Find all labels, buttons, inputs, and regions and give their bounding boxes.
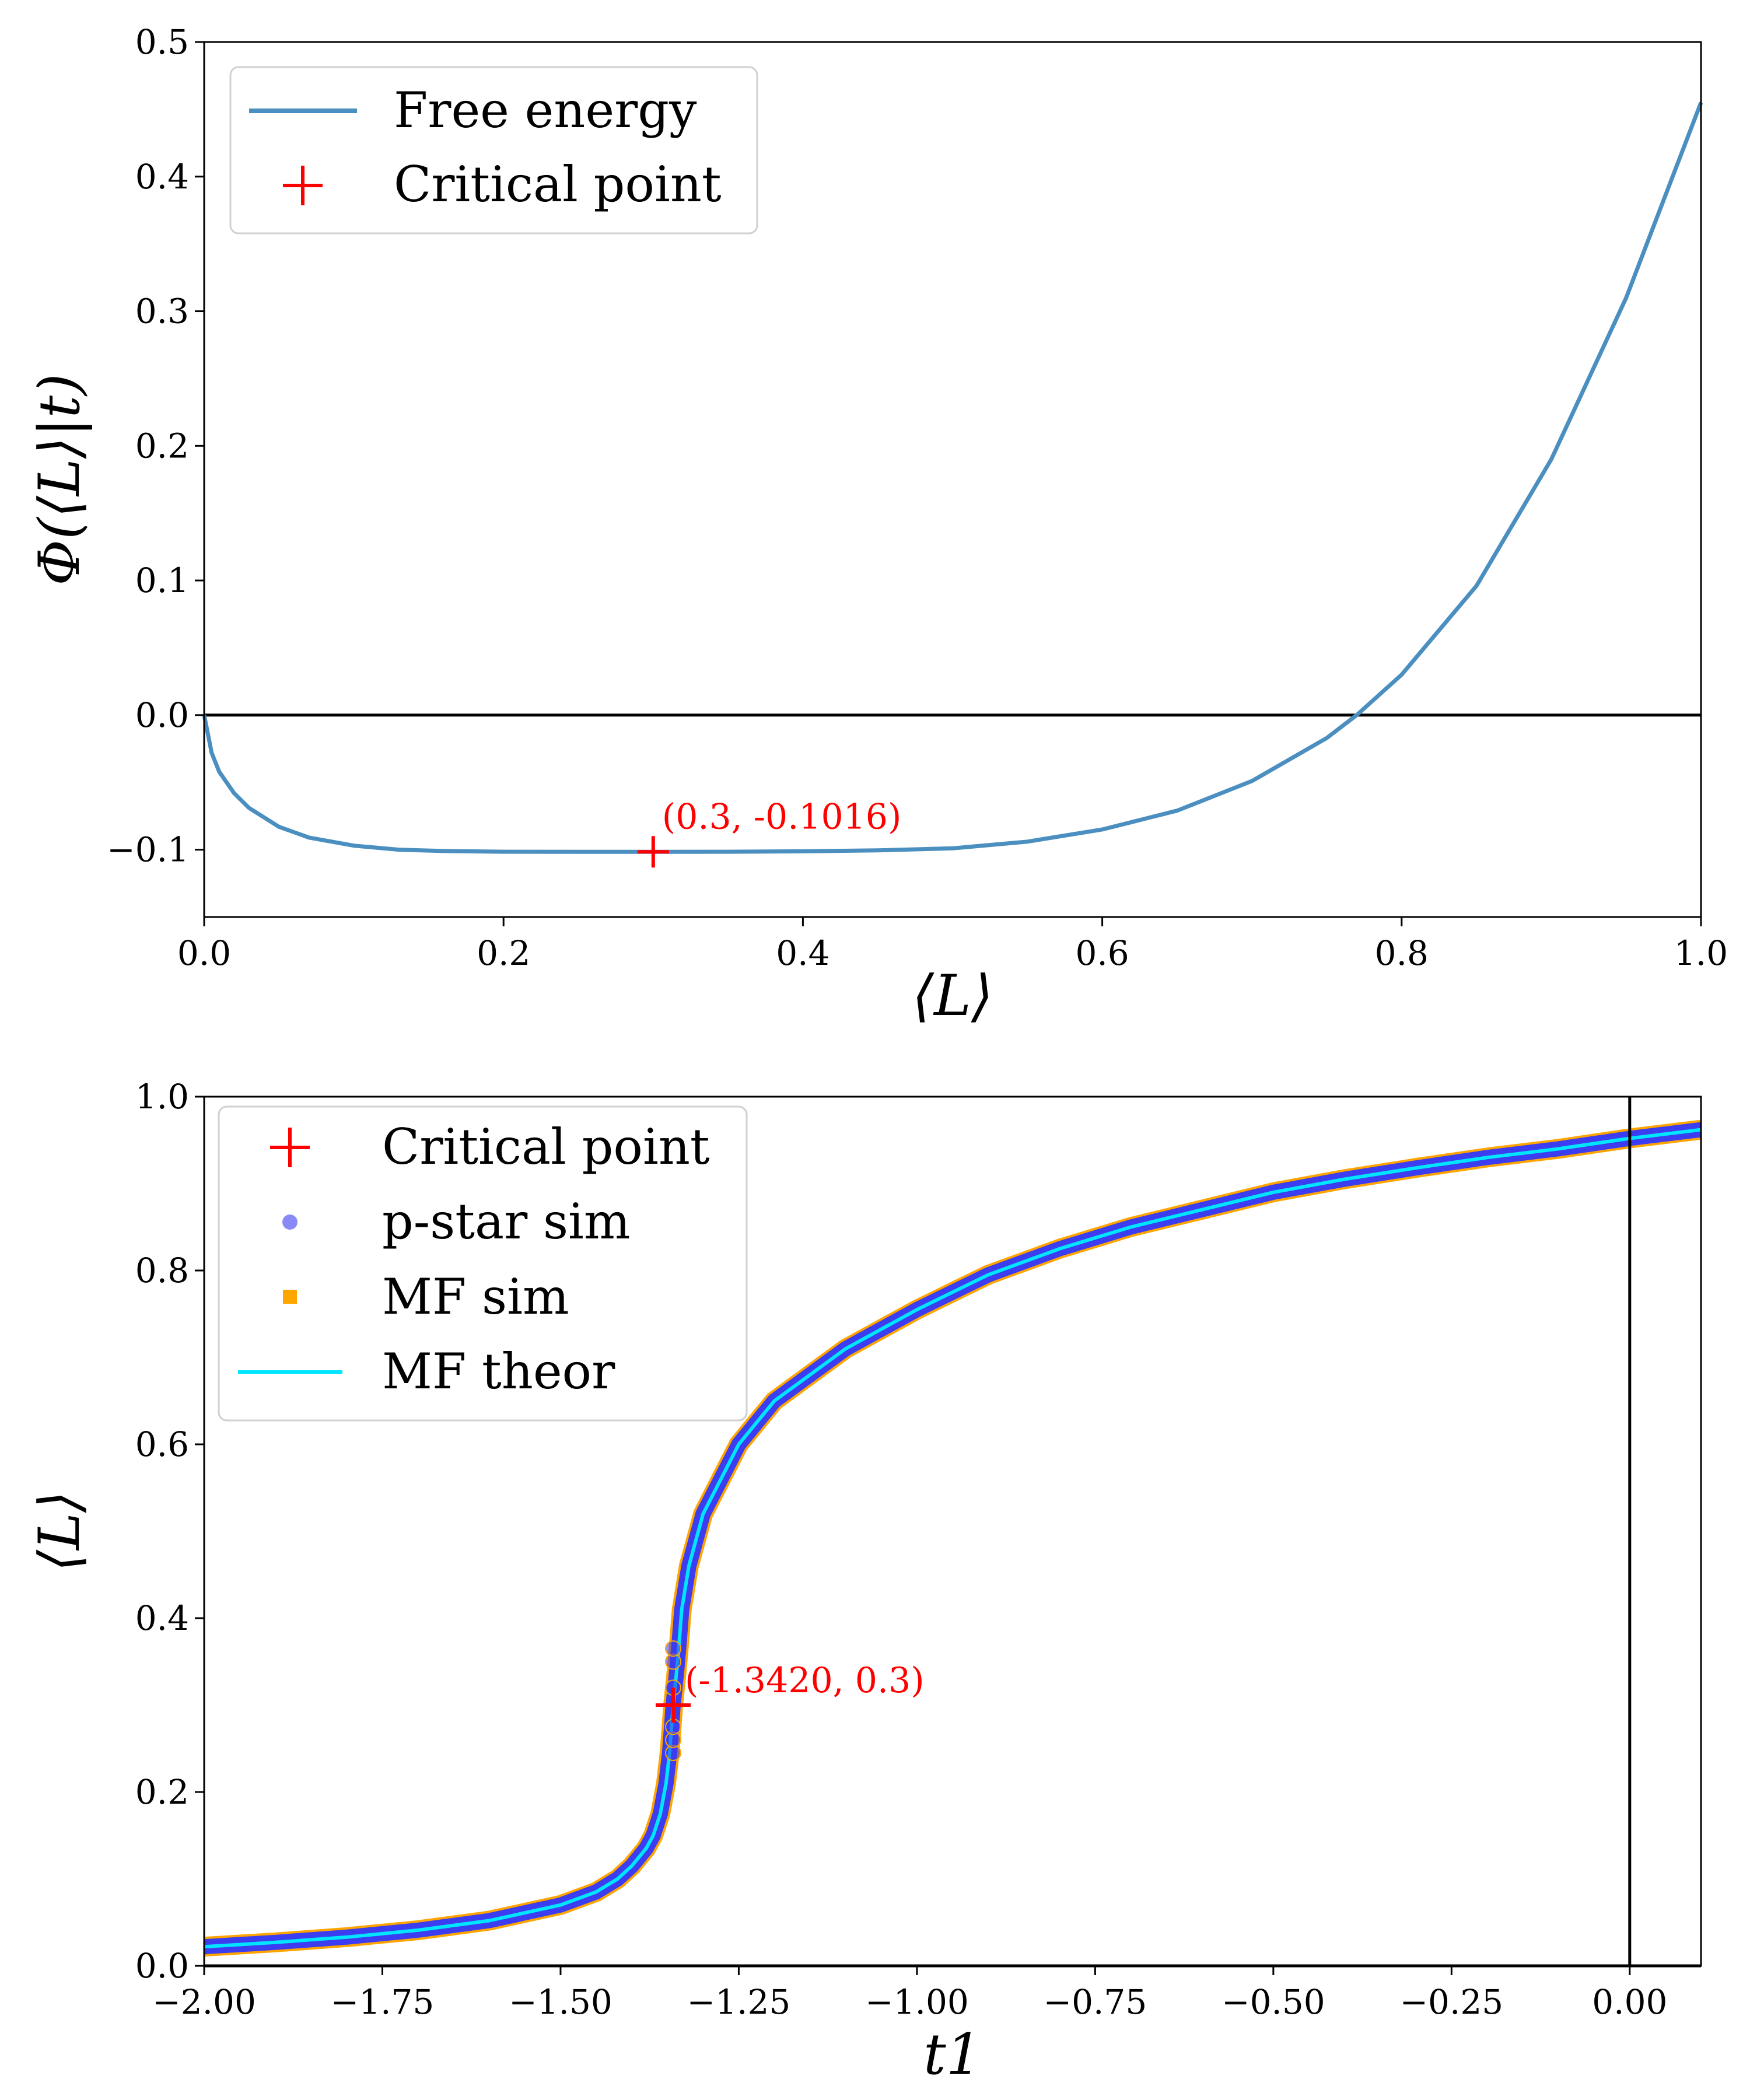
x-tick-label: 0.4 [776, 933, 830, 973]
y-tick-label: 0.2 [135, 1772, 189, 1812]
y-tick-label: 0.5 [135, 22, 189, 62]
x-tick-label: −1.25 [687, 1982, 791, 2022]
y-tick-label: 0.6 [135, 1424, 189, 1464]
y-tick-label: 0.0 [135, 1946, 189, 1986]
y-tick-label: 0.2 [135, 426, 189, 466]
free-energy-chart: 0.0 0.2 0.4 0.6 0.8 1.0 −0.10.00.10.20.30.40.… [27, 22, 1728, 1028]
chart2-critical-annotation: (-1.3420, 0.3) [685, 1660, 925, 1701]
pstar-sim-point [665, 1640, 682, 1657]
chart1-critical-annotation: (0.3, -0.1016) [662, 796, 902, 837]
mf-theor-line [204, 1128, 1702, 1949]
x-tick-label: −2.00 [152, 1982, 256, 2022]
y-tick-label: 0.3 [135, 292, 189, 331]
chart1-legend-box [229, 66, 758, 235]
x-tick-label: −0.50 [1222, 1982, 1325, 2022]
chart1-x-ticks: 0.0 0.2 0.4 0.6 0.8 1.0 [177, 917, 1728, 973]
y-tick-label: 0.0 [135, 695, 189, 735]
legend2-critical-point-label: Critical point [382, 1118, 710, 1175]
order-parameter-chart: −2.00 −1.75 −1.50 −1.25 −1.00 −0.75 −0.50 −0.25… [27, 1077, 1703, 2087]
chart2-y-axis-label: ⟨L⟩ [27, 1491, 92, 1572]
legend-critical-point-label: Critical point [394, 156, 722, 213]
y-tick-label: 0.4 [135, 1598, 189, 1638]
x-tick-label: −1.00 [865, 1982, 969, 2022]
free-energy-line [202, 102, 1703, 854]
y-tick-label: 0.4 [135, 157, 189, 197]
chart1-plot-area [202, 102, 1703, 868]
chart2-x-axis-label: t1 [923, 2022, 982, 2087]
legend-pstar-marker [282, 1214, 298, 1230]
x-tick-label: −0.75 [1044, 1982, 1147, 2022]
x-tick-label: 0.00 [1592, 1982, 1667, 2022]
y-tick-label: 0.8 [135, 1251, 189, 1290]
chart1-x-axis-label: ⟨L⟩ [912, 963, 993, 1028]
x-tick-label: 0.8 [1375, 933, 1429, 973]
x-tick-label: 0.0 [177, 933, 231, 973]
chart2-x-ticks: −2.00 −1.75 −1.50 −1.25 −1.00 −0.75 −0.50 −0.25… [152, 1966, 1667, 2022]
x-tick-label: −0.25 [1399, 1982, 1503, 2022]
x-tick-label: 0.6 [1075, 933, 1129, 973]
critical-point-marker [637, 836, 669, 868]
legend-critical-point-marker [283, 166, 323, 205]
y-tick-label: 1.0 [135, 1077, 189, 1116]
legend-mf-theor-label: MF theor [382, 1343, 615, 1400]
chart2-y-ticks: 0.0 0.2 0.4 0.6 0.8 1.0 [135, 1077, 204, 1986]
legend-mf-sim-label: MF sim [382, 1268, 569, 1325]
legend-mf-sim-marker [283, 1290, 297, 1304]
x-tick-label: 1.0 [1674, 933, 1728, 973]
chart1-y-axis-label: Φ(⟨L⟩|t) [27, 373, 92, 585]
chart2-legend: Critical point p-star sim MF sim MF theo… [218, 1105, 748, 1422]
chart1-axes-frame [203, 41, 1702, 918]
chart2-axes-frame [203, 1096, 1702, 1967]
legend-critical-point-marker-2 [270, 1128, 310, 1167]
y-tick-label: −0.1 [107, 830, 189, 870]
y-tick-label: 0.1 [135, 561, 189, 600]
legend-pstar-label: p-star sim [382, 1193, 631, 1250]
legend-free-energy-label: Free energy [394, 82, 697, 139]
chart1-legend: Free energy Critical point [229, 66, 758, 235]
x-tick-label: −1.50 [509, 1982, 612, 2022]
chart1-y-ticks: −0.1 0.0 0.1 0.2 0.3 0.4 0.5 [107, 22, 204, 870]
x-tick-label: −1.75 [331, 1982, 435, 2022]
critical-point-marker-2 [656, 1688, 691, 1723]
x-tick-label: 0.2 [477, 933, 530, 973]
chart2-legend-box [218, 1105, 748, 1422]
